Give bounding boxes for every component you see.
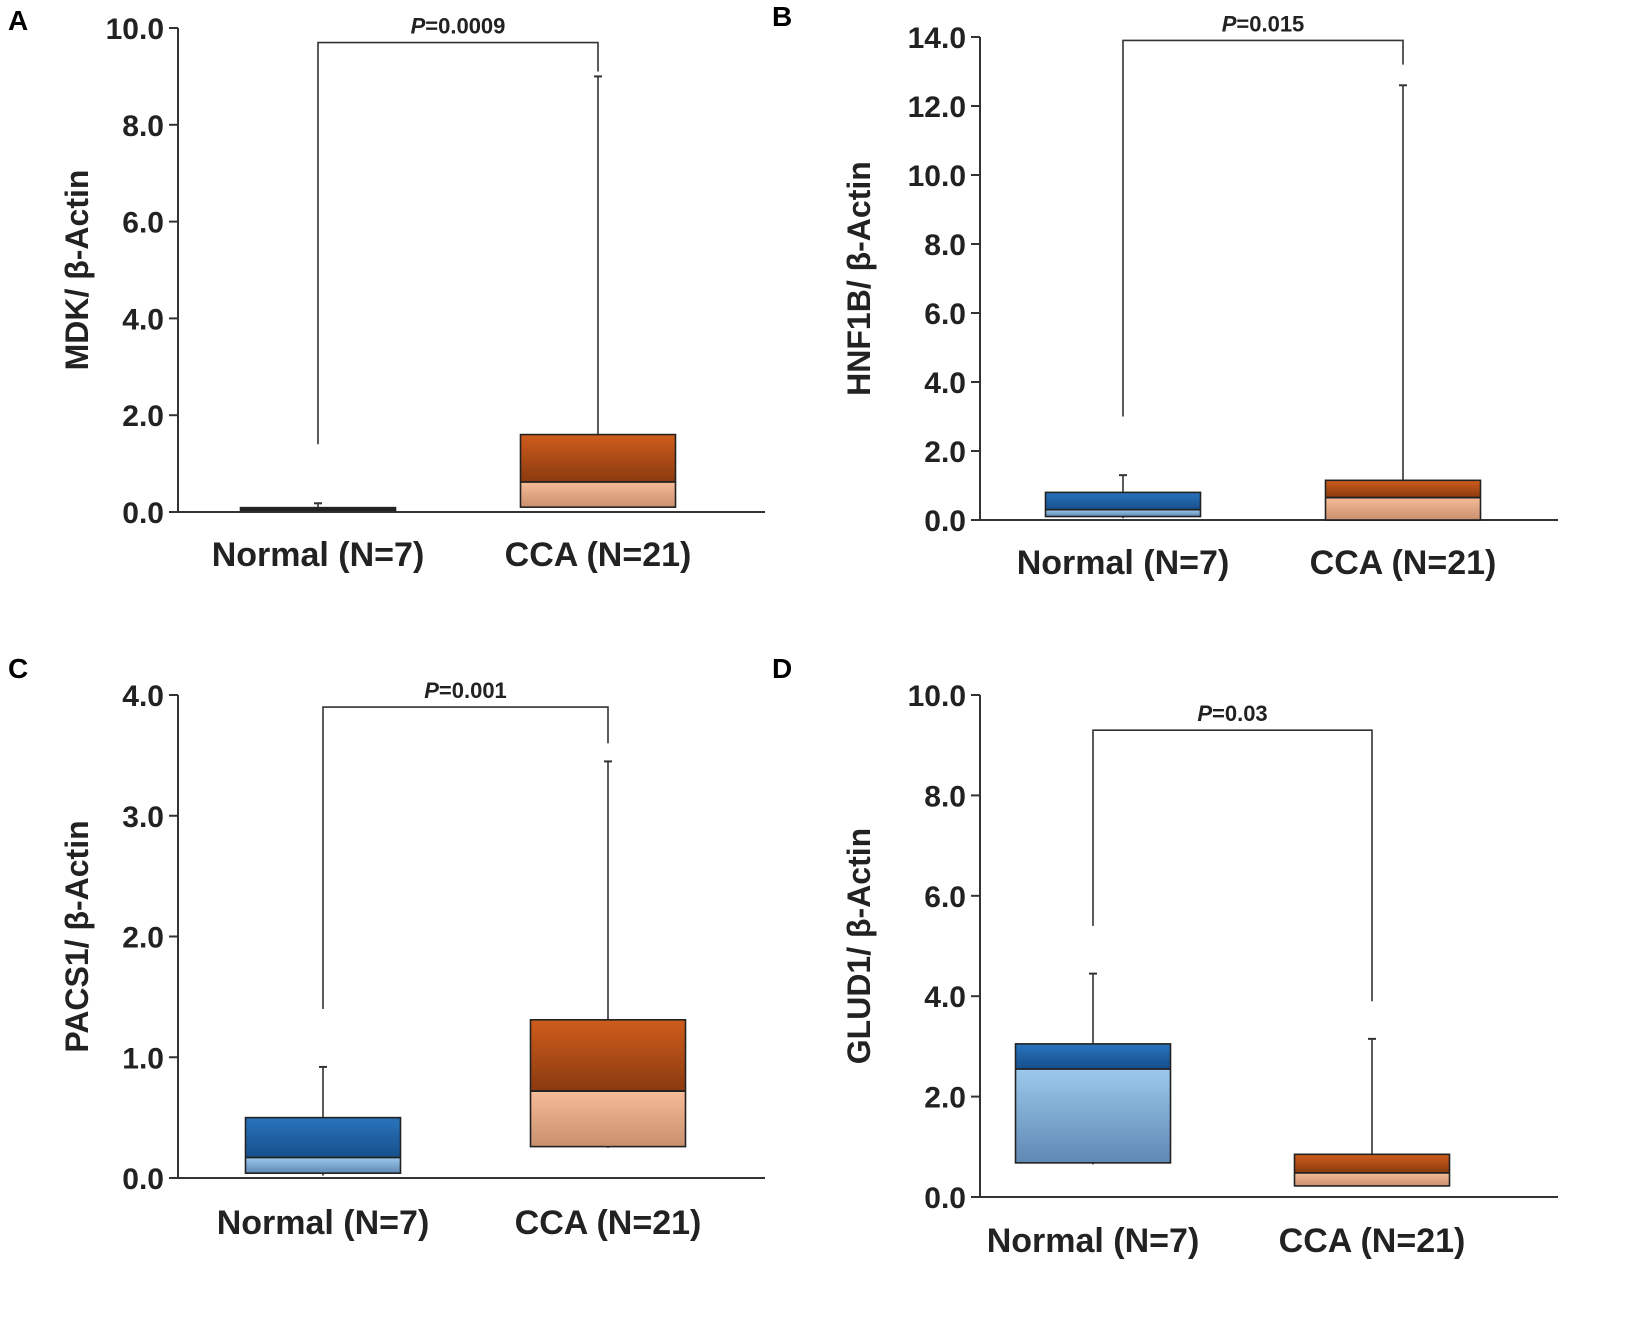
box-upper-section: [245, 1117, 401, 1158]
p-value: =0.0009: [425, 14, 505, 39]
bracket-line: [1122, 39, 1404, 417]
panel-label: D: [772, 653, 792, 684]
p-value: =0.001: [439, 678, 507, 703]
p-symbol: P: [1222, 11, 1237, 36]
y-tick-label: 0.0: [924, 505, 966, 538]
category-label: CCA (N=21): [515, 1204, 702, 1242]
box-lower-section: [520, 481, 676, 508]
y-tick-label: 4.0: [122, 303, 164, 336]
box-upper-section: [530, 1019, 686, 1092]
panel-label: B: [772, 1, 792, 32]
box-outline: [1044, 491, 1202, 518]
y-tick-label: 2.0: [122, 922, 164, 955]
y-tick-label: 0.0: [924, 1182, 966, 1215]
box-upper-section: [1294, 1154, 1450, 1173]
panel-c: C 0.0 1.0 2.0 3.0 4.0 PACS1/ β-Actin Normal (N=…: [8, 653, 765, 1242]
category-label: CCA (N=21): [505, 536, 692, 574]
bracket-line: [317, 41, 599, 445]
y-tick-label: 6.0: [924, 881, 966, 914]
normal-box-group: [1044, 474, 1202, 519]
y-tick-label: 1.0: [122, 1042, 164, 1075]
box-upper-section: [1015, 1043, 1171, 1069]
box-outline: [1324, 479, 1482, 521]
normal-box-group: [239, 502, 397, 512]
y-tick-label: 12.0: [908, 91, 966, 124]
y-tick-label: 4.0: [924, 367, 966, 400]
y-tick-label: 2.0: [924, 1082, 966, 1115]
y-tick-label: 8.0: [122, 110, 164, 143]
box-lower-section: [1015, 1068, 1171, 1163]
p-value: =0.015: [1236, 11, 1304, 36]
category-label: Normal (N=7): [987, 1222, 1200, 1260]
box-lower-section: [1294, 1172, 1450, 1186]
panel-d: D 0.0 2.0 4.0 6.0 8.0 10.0 GLUD1/ β-Actin Normal…: [772, 653, 1558, 1260]
p-symbol: P: [411, 14, 426, 39]
category-label: Normal (N=7): [1017, 544, 1230, 582]
box-lower-section: [1045, 509, 1201, 517]
y-tick-label: 6.0: [122, 207, 164, 240]
significance-bracket: P=0.03: [1092, 701, 1373, 1002]
box-outline: [1014, 1043, 1172, 1164]
category-label: Normal (N=7): [217, 1204, 430, 1242]
cca-box-group: [1293, 1037, 1451, 1187]
significance-bracket: P=0.0009: [317, 14, 599, 445]
p-value-label: P=0.03: [1197, 701, 1267, 726]
p-value-label: P=0.001: [424, 678, 507, 703]
box-upper-section: [520, 434, 676, 482]
y-tick-label: 2.0: [924, 436, 966, 469]
y-tick-label: 6.0: [924, 298, 966, 331]
box-lower-section: [530, 1091, 686, 1147]
box-lower-section: [1325, 497, 1481, 520]
box-outline: [244, 1116, 402, 1174]
box-upper-section: [1325, 480, 1481, 498]
y-axis-label: GLUD1/ β-Actin: [841, 828, 877, 1064]
y-tick-label: 0.0: [122, 497, 164, 530]
y-axis-label: MDK/ β-Actin: [59, 170, 95, 371]
box-outline: [1293, 1153, 1451, 1187]
normal-box-group: [1014, 972, 1172, 1165]
p-symbol: P: [424, 678, 439, 703]
cca-box-group: [529, 760, 687, 1148]
y-tick-label: 8.0: [924, 229, 966, 262]
normal-box-group: [244, 1065, 402, 1176]
p-value-label: P=0.0009: [411, 14, 506, 39]
significance-bracket: P=0.015: [1122, 11, 1404, 417]
y-tick-label: 3.0: [122, 801, 164, 834]
box-upper-section: [1045, 492, 1201, 510]
y-tick-label: 10.0: [908, 160, 966, 193]
y-tick-label: 0.0: [122, 1163, 164, 1196]
significance-bracket: P=0.001: [322, 678, 609, 1009]
p-value-label: P=0.015: [1222, 11, 1305, 36]
bracket-line: [1092, 729, 1373, 1002]
y-axis-label: HNF1B/ β-Actin: [841, 161, 877, 396]
y-tick-label: 8.0: [924, 780, 966, 813]
bracket-line: [322, 706, 609, 1009]
panel-b: B 0.0 2.0 4.0 6.0 8.0 10.0 12.0 14.0 HNF1B/ β-Act…: [772, 1, 1558, 582]
cca-box-group: [519, 75, 677, 508]
y-tick-label: 10.0: [908, 680, 966, 713]
panel-label: A: [8, 5, 28, 36]
category-label: CCA (N=21): [1310, 544, 1497, 582]
y-tick-label: 14.0: [908, 22, 966, 55]
y-tick-label: 4.0: [924, 981, 966, 1014]
category-label: Normal (N=7): [212, 536, 425, 574]
panel-label: C: [8, 653, 28, 684]
p-symbol: P: [1197, 701, 1212, 726]
y-axis-label: PACS1/ β-Actin: [59, 820, 95, 1052]
cca-box-group: [1324, 84, 1482, 521]
y-tick-label: 10.0: [106, 13, 164, 46]
panel-a: A 0.0 2.0 4.0 6.0 8.0 10.0 MDK/ β-Actin Normal (…: [8, 5, 765, 574]
p-value: =0.03: [1212, 701, 1268, 726]
category-label: CCA (N=21): [1279, 1222, 1466, 1260]
y-tick-label: 2.0: [122, 400, 164, 433]
box-outline: [529, 1019, 687, 1148]
box-lower-section: [245, 1157, 401, 1174]
y-tick-label: 4.0: [122, 680, 164, 713]
box-outline: [519, 433, 677, 508]
